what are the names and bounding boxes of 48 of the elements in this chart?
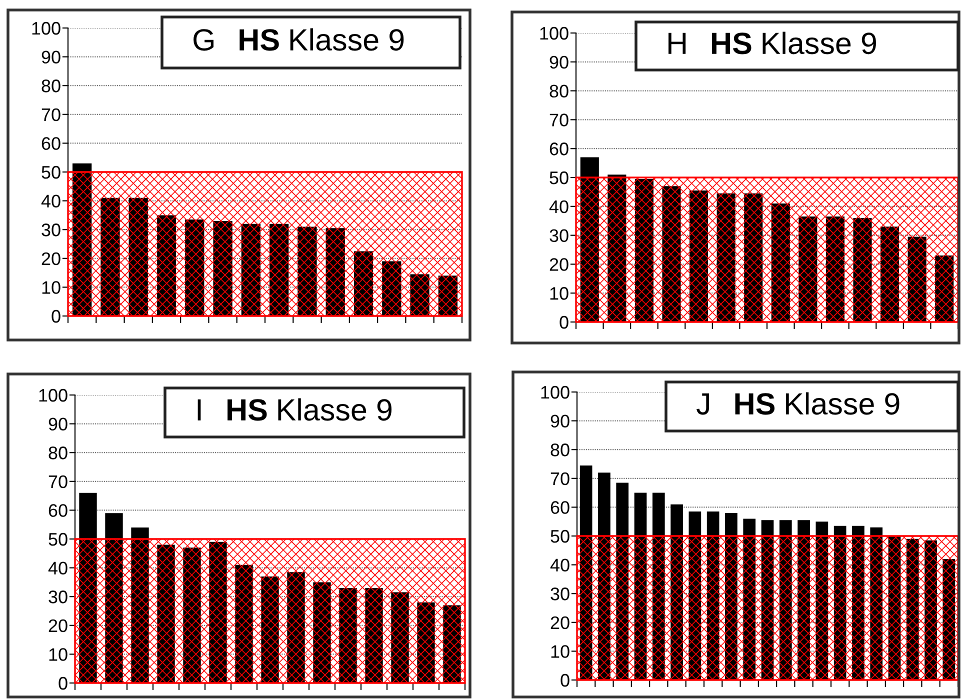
chart-title: G HS Klasse 9 — [194, 28, 404, 51]
y-tick-label: 50 — [550, 171, 568, 184]
y-tick-label: 50 — [42, 166, 60, 179]
y-tick-label: 100 — [39, 388, 68, 402]
y-tick-label: 0 — [560, 674, 570, 687]
y-tick-label: 10 — [550, 287, 568, 300]
y-tick-label: 50 — [550, 530, 570, 543]
y-tick-label: 80 — [550, 444, 570, 456]
y-tick-label: 70 — [550, 114, 568, 126]
y-tick-label: 0 — [560, 316, 568, 329]
y-tick-label: 20 — [550, 616, 570, 630]
y-tick-label: 60 — [48, 504, 68, 517]
y-tick-label: 30 — [48, 590, 68, 604]
y-tick-label: 60 — [550, 142, 568, 156]
y-tick-label: 80 — [48, 446, 68, 460]
y-tick-label: 20 — [48, 619, 68, 632]
y-tick-label: 90 — [550, 56, 568, 69]
y-tick-label: 0 — [52, 310, 60, 323]
y-tick-label: 100 — [541, 386, 570, 399]
y-tick-label: 60 — [42, 137, 60, 150]
y-tick-label: 40 — [549, 200, 568, 214]
y-tick-label: 20 — [550, 258, 568, 271]
y-tick-label: 90 — [550, 414, 570, 428]
y-tick-label: 40 — [48, 562, 68, 575]
y-tick-label: 70 — [42, 108, 60, 122]
y-tick-label: 0 — [58, 676, 68, 690]
y-tick-label: 70 — [48, 475, 68, 488]
chart-title: H HS Klasse 9 — [668, 32, 876, 54]
y-tick-label: 80 — [42, 80, 60, 92]
y-tick-label: 90 — [42, 50, 60, 64]
y-tick-label: 10 — [49, 648, 68, 661]
y-tick-label: 10 — [42, 281, 60, 294]
y-tick-label: 100 — [32, 22, 60, 35]
y-tick-label: 40 — [41, 194, 60, 208]
y-tick-label: 100 — [540, 26, 568, 40]
chart-title: I HS Klasse 9 — [198, 398, 392, 421]
y-tick-label: 50 — [48, 532, 68, 546]
y-tick-label: 30 — [42, 224, 60, 236]
y-tick-label: 20 — [42, 252, 60, 266]
y-tick-label: 80 — [550, 84, 568, 98]
y-tick-label: 90 — [48, 418, 68, 431]
y-tick-label: 70 — [550, 472, 570, 486]
y-tick-label: 30 — [550, 229, 568, 242]
y-tick-label: 10 — [551, 645, 570, 658]
y-tick-label: 30 — [550, 588, 570, 600]
y-tick-label: 60 — [550, 501, 570, 514]
y-tick-label: 40 — [550, 558, 570, 572]
chart-title: J HS Klasse 9 — [696, 392, 900, 415]
